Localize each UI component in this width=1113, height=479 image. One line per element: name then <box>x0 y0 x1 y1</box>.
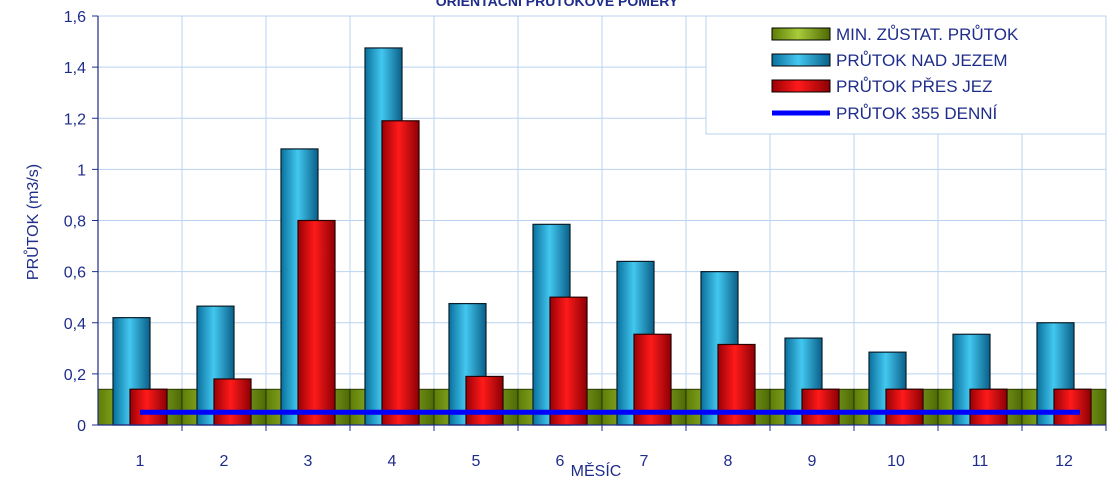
y-tick-label: 0,8 <box>64 214 86 231</box>
bar-flow-over-weir <box>801 388 840 426</box>
bar-flow-over-weir <box>885 388 924 426</box>
y-tick-label: 0,6 <box>64 265 86 282</box>
x-tick-label: 3 <box>304 453 313 470</box>
legend-swatch <box>771 53 831 67</box>
bar-flow-over-weir <box>297 219 336 426</box>
y-tick-label: 1,6 <box>64 9 86 26</box>
bar-flow-over-weir <box>213 378 252 426</box>
x-tick-label: 11 <box>972 453 989 470</box>
bar-flow-over-weir <box>381 120 420 426</box>
x-tick-label: 1 <box>136 453 145 470</box>
y-tick-label: 1,4 <box>64 60 86 77</box>
x-tick-label: 10 <box>887 453 905 470</box>
legend-label: PRŮTOK NAD JEZEM <box>836 51 1008 70</box>
y-axis-label: PRŮTOK (m3/s) <box>23 164 42 280</box>
x-tick-label: 6 <box>556 453 565 470</box>
bars-layer <box>97 47 1107 426</box>
x-axis-label: MĚSÍC <box>571 461 622 479</box>
x-tick-label: 9 <box>808 453 817 470</box>
y-tick-label: 0 <box>77 418 86 435</box>
legend-swatch <box>771 27 831 41</box>
x-tick-label: 4 <box>388 453 397 470</box>
y-tick-label: 1,2 <box>64 111 86 128</box>
axes: 00,20,40,60,811,21,41,61 2 3 4 5 6 7 8 9 10 11 12 <box>64 9 1107 470</box>
x-tick-label: 2 <box>220 453 229 470</box>
x-tick-label: 5 <box>472 453 481 470</box>
legend-swatch <box>771 79 831 93</box>
bar-flow-over-weir <box>969 388 1008 426</box>
x-tick-label: 8 <box>724 453 733 470</box>
y-tick-label: 1 <box>77 162 86 179</box>
y-tick-label: 0,4 <box>64 316 86 333</box>
legend: MIN. ZŮSTAT. PRŮTOK PRŮTOK NAD JEZEM PRŮTO… <box>705 15 1107 135</box>
y-tick-label: 0,2 <box>64 367 86 384</box>
grid-lines <box>98 15 1107 425</box>
chart-title: ORIENTAČNÍ PRŮTOKOVÉ POMĚRY <box>436 0 679 9</box>
x-tick-label: 7 <box>640 453 649 470</box>
bar-flow-over-weir <box>465 375 504 426</box>
bar-flow-over-weir <box>129 388 168 426</box>
bar-flow-over-weir <box>549 296 588 426</box>
legend-label: MIN. ZŮSTAT. PRŮTOK <box>836 25 1019 44</box>
x-tick-label: 12 <box>1055 453 1073 470</box>
legend-label: PRŮTOK PŘES JEZ <box>836 77 993 96</box>
legend-label: PRŮTOK 355 DENNÍ <box>836 104 998 123</box>
bar-flow-over-weir <box>1053 388 1092 426</box>
